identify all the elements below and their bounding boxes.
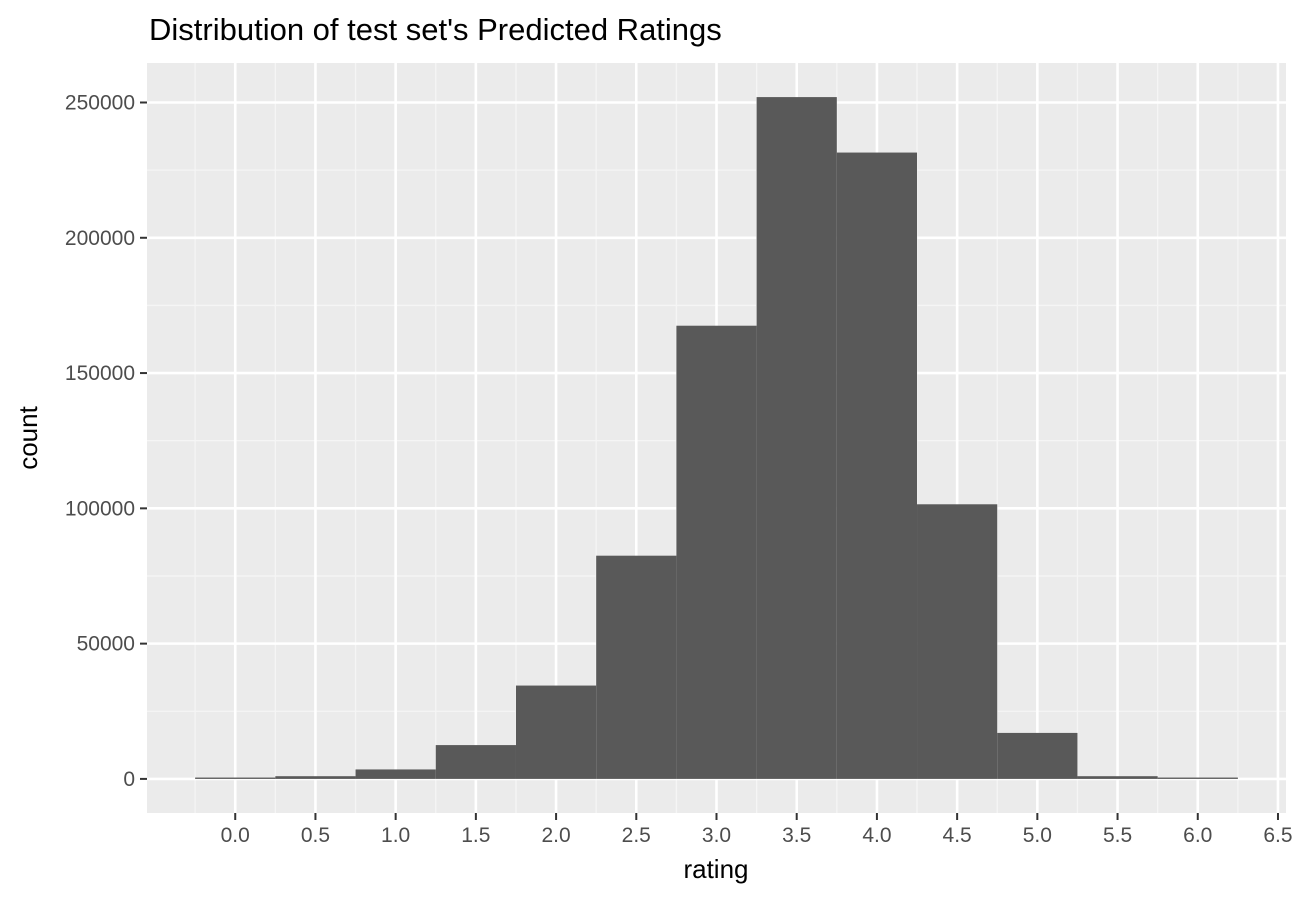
- x-tick-label: 3.0: [702, 824, 731, 847]
- x-tick-label: 5.0: [1023, 824, 1052, 847]
- histogram-bar: [435, 745, 516, 779]
- y-axis: 0 50000 100000 150000 200000 250000: [65, 92, 147, 791]
- histogram-bar: [195, 777, 276, 779]
- histogram-bar: [1077, 776, 1158, 779]
- histogram-bar: [515, 685, 597, 779]
- y-axis-title: count: [13, 405, 43, 469]
- x-tick-label: 0.0: [221, 824, 250, 847]
- chart-title: Distribution of test set's Predicted Rat…: [149, 12, 722, 47]
- x-tick-label: 2.0: [541, 824, 570, 847]
- histogram-bar: [596, 555, 677, 779]
- histogram-bar: [917, 504, 998, 779]
- y-tick-label: 0: [123, 768, 135, 791]
- histogram-bar: [997, 732, 1078, 779]
- x-tick-label: 0.5: [301, 824, 330, 847]
- histogram-bar: [275, 776, 356, 779]
- x-axis: 0.0 0.5 1.0 1.5 2.0 2.5 3.0 3.5 4.0 4.5 5.0 5.5 6.0 6…: [221, 813, 1293, 847]
- x-tick-label: 2.5: [622, 824, 651, 847]
- histogram-bar: [355, 769, 436, 779]
- x-tick-label: 1.0: [381, 824, 410, 847]
- y-tick-label: 200000: [65, 227, 135, 250]
- x-tick-label: 4.5: [943, 824, 972, 847]
- y-tick-label: 150000: [65, 362, 135, 385]
- y-tick-label: 50000: [77, 633, 135, 656]
- x-tick-label: 6.5: [1263, 824, 1292, 847]
- x-tick-label: 1.5: [461, 824, 490, 847]
- x-tick-label: 4.0: [862, 824, 891, 847]
- histogram-bar: [836, 152, 918, 779]
- histogram-bar: [756, 97, 837, 779]
- x-tick-label: 5.5: [1103, 824, 1132, 847]
- x-tick-label: 6.0: [1183, 824, 1212, 847]
- x-tick-label: 3.5: [782, 824, 811, 847]
- histogram-bar: [676, 325, 757, 779]
- y-tick-label: 250000: [65, 92, 135, 115]
- x-axis-title: rating: [683, 854, 748, 884]
- histogram-bar: [1157, 777, 1238, 779]
- y-tick-label: 100000: [65, 497, 135, 520]
- histogram-bars: [195, 97, 1238, 779]
